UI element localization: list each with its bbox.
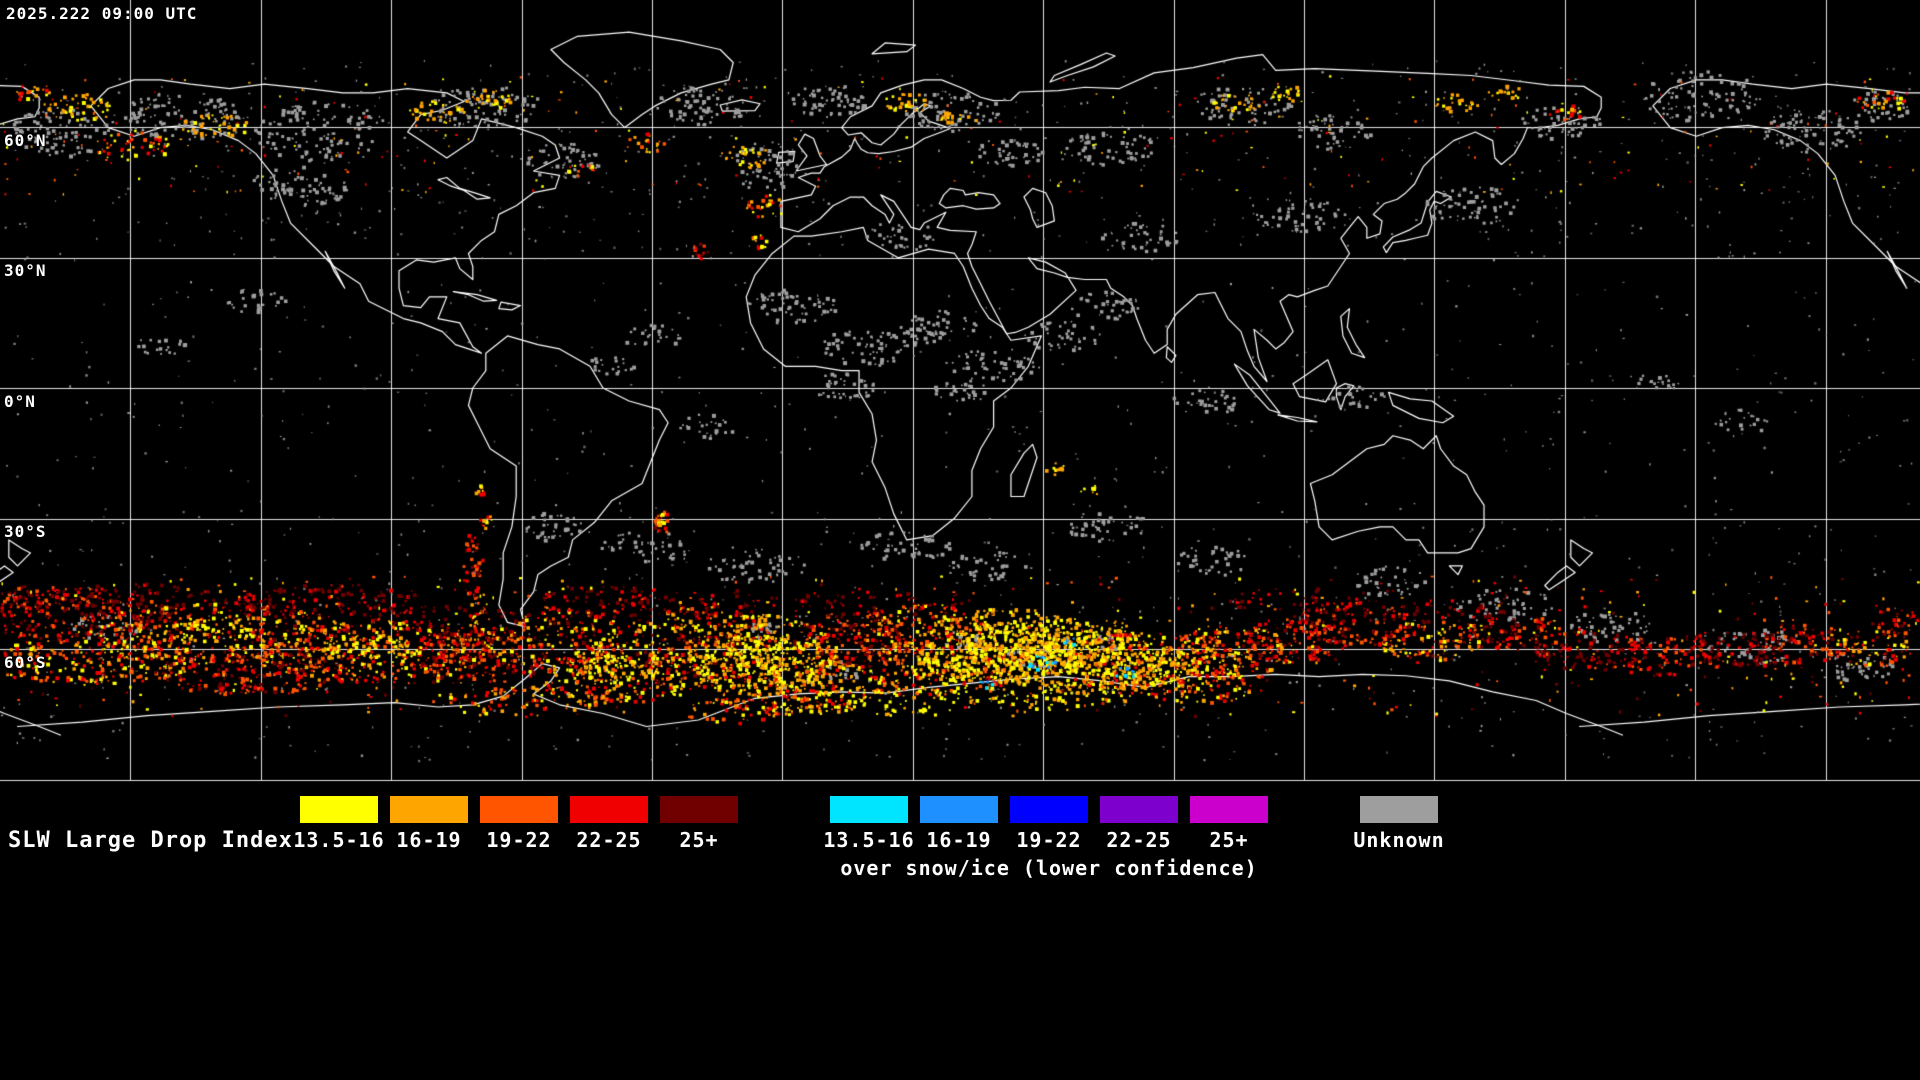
legend-label-warm-1: 13.5-16 [293, 828, 385, 852]
legend-swatch-snow-3 [1010, 796, 1088, 823]
legend-swatch-warm-4 [570, 796, 648, 823]
legend-swatch-warm-5 [660, 796, 738, 823]
legend-label-snow-5: 25+ [1209, 828, 1249, 852]
legend-label-warm-2: 16-19 [396, 828, 462, 852]
lat-label-60n: 60°N [4, 131, 47, 150]
legend-swatch-snow-2 [920, 796, 998, 823]
legend-label-warm-4: 22-25 [576, 828, 642, 852]
legend-swatch-snow-4 [1100, 796, 1178, 823]
lat-label-30n: 30°N [4, 261, 47, 280]
legend-swatch-warm-2 [390, 796, 468, 823]
legend-label-unknown: Unknown [1353, 828, 1445, 852]
legend-swatch-warm-3 [480, 796, 558, 823]
legend-title: SLW Large Drop Index [8, 828, 293, 853]
legend-label-snow-3: 19-22 [1016, 828, 1082, 852]
legend: SLW Large Drop Index 13.5-16 16-19 19-22… [0, 792, 1920, 1080]
legend-swatch-snow-1 [830, 796, 908, 823]
legend-swatch-unknown [1360, 796, 1438, 823]
legend-note-snow-ice: over snow/ice (lower confidence) [840, 856, 1258, 880]
legend-label-warm-5: 25+ [679, 828, 719, 852]
lat-label-60s: 60°S [4, 653, 47, 672]
timestamp: 2025.222 09:00 UTC [6, 4, 198, 23]
legend-label-snow-1: 13.5-16 [823, 828, 915, 852]
legend-swatch-warm-1 [300, 796, 378, 823]
legend-label-snow-4: 22-25 [1106, 828, 1172, 852]
legend-swatch-snow-5 [1190, 796, 1268, 823]
legend-label-warm-3: 19-22 [486, 828, 552, 852]
legend-label-snow-2: 16-19 [926, 828, 992, 852]
lat-label-30s: 30°S [4, 522, 47, 541]
lat-label-0n: 0°N [4, 392, 36, 411]
